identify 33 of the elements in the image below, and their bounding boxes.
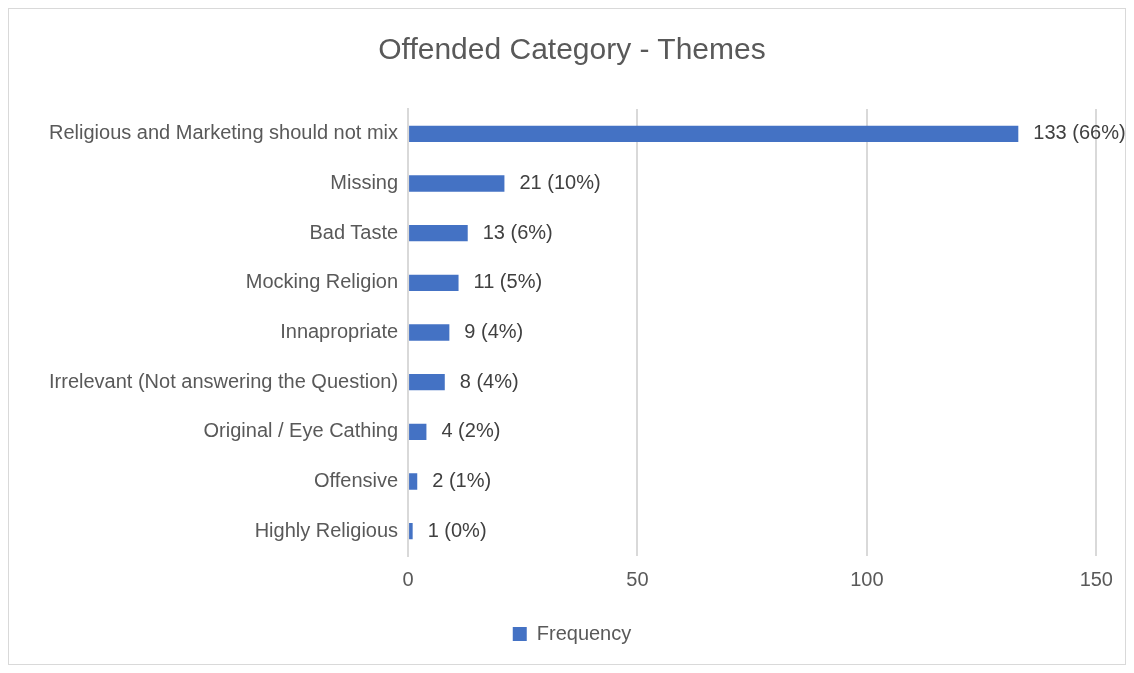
y-tick-label: Original / Eye Cathing xyxy=(203,419,399,442)
bar xyxy=(409,473,418,490)
bar xyxy=(409,522,413,540)
data-label: 8 (4%) xyxy=(459,369,519,392)
data-label: 4 (2%) xyxy=(441,419,501,442)
data-label: 2 (1%) xyxy=(432,469,492,492)
bar xyxy=(409,324,450,341)
bar xyxy=(409,125,1019,143)
bar xyxy=(409,423,427,441)
bar xyxy=(409,274,459,292)
bar xyxy=(409,175,505,192)
bar xyxy=(409,373,445,391)
data-label: 1 (0%) xyxy=(427,518,487,541)
y-tick-label: Highly Religious xyxy=(254,518,399,541)
y-tick-label: Religious and Marketing should not mix xyxy=(48,121,399,144)
data-label: 133 (66%) xyxy=(1033,121,1126,144)
data-label: 13 (6%) xyxy=(482,220,553,243)
y-tick-label: Offensive xyxy=(313,469,399,492)
y-tick-label: Missing xyxy=(330,171,399,194)
y-tick-label: Mocking Religion xyxy=(245,270,399,293)
data-label: 11 (5%) xyxy=(473,270,543,293)
y-tick-label: Innapropriate xyxy=(280,320,399,343)
x-tick-label: 100 xyxy=(850,567,884,590)
bar xyxy=(409,224,468,242)
x-tick-label: 0 xyxy=(402,567,414,590)
data-label: 9 (4%) xyxy=(464,320,524,343)
legend-label: Frequency xyxy=(536,621,632,644)
x-tick-label: 150 xyxy=(1079,567,1113,590)
x-tick-label: 50 xyxy=(626,567,649,590)
y-tick-label: Bad Taste xyxy=(309,220,399,243)
data-label: 21 (10%) xyxy=(519,171,601,194)
chart-title: Offended Category - Themes xyxy=(378,32,766,66)
y-tick-label: Irrelevant (Not answering the Question) xyxy=(49,369,399,392)
